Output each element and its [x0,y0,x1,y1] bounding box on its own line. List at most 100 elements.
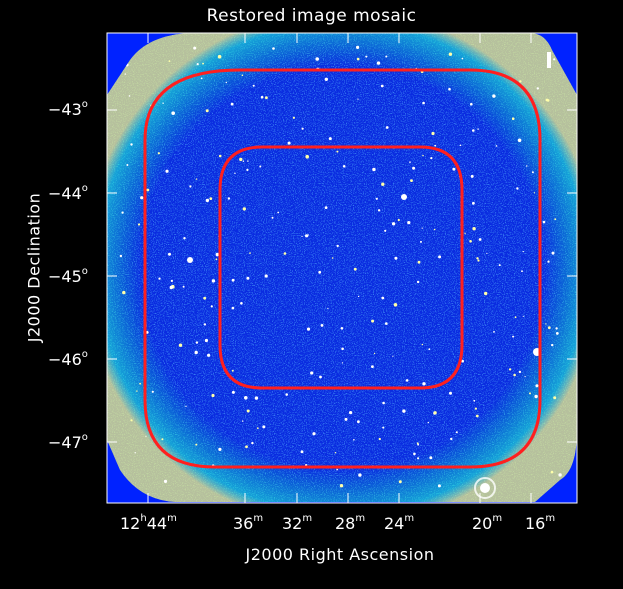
point-source [405,379,409,382]
point-source [452,167,456,171]
x-tick-label: 20m [472,512,503,533]
point-source [376,61,381,65]
x-tick-label: 32m [282,512,313,533]
bright-source [187,257,193,263]
point-source [246,276,250,280]
outer-contour [143,68,542,469]
point-source [513,373,516,377]
point-source [372,167,376,172]
point-source [242,420,244,422]
point-source [421,343,424,346]
point-source [140,196,144,200]
point-source [393,303,398,307]
point-source [371,319,375,323]
point-source [407,221,411,225]
point-source [262,425,266,429]
point-source [341,347,344,351]
point-source [455,431,458,434]
point-source [422,101,425,105]
point-source [533,192,536,194]
point-source [170,279,173,282]
point-source [328,137,332,141]
point-source [522,251,524,253]
point-source [394,256,398,260]
point-source [336,244,339,248]
point-source [312,432,316,436]
point-source [264,274,268,278]
point-source [244,396,248,400]
point-source [553,58,556,61]
point-source [231,369,234,372]
point-source [473,399,476,402]
point-source [336,468,339,471]
point-source [227,197,231,200]
point-source [145,435,147,437]
point-source [342,165,346,168]
point-source [524,376,526,378]
x-tick-label: 28m [335,512,366,533]
y-tick-label: −47o [48,431,88,452]
point-source [239,157,243,162]
point-source [292,116,295,119]
point-source [449,391,452,395]
point-source [327,307,329,309]
point-source [413,452,416,456]
point-source [378,437,381,441]
point-source [126,164,129,166]
point-source [349,411,353,415]
point-source [514,316,517,319]
point-source [202,62,205,65]
point-source [260,95,264,99]
point-source [353,267,357,271]
point-source [158,277,161,280]
point-source [157,152,160,155]
point-source [215,252,219,257]
point-source [356,45,360,50]
point-source [320,324,324,327]
point-source [382,426,385,429]
point-source [134,452,136,454]
point-source [531,171,534,174]
point-source [448,87,451,91]
point-source [384,229,387,232]
point-source [545,98,549,102]
point-source [472,129,475,132]
point-source [375,197,378,200]
point-source [519,80,522,83]
point-source [119,254,123,258]
point-source [397,218,400,222]
bright-source [474,477,496,499]
point-source [339,484,344,488]
point-source [420,240,422,243]
point-source [551,251,555,255]
point-source [165,169,169,173]
point-source [205,198,210,203]
point-source [163,479,168,483]
point-source [271,216,274,219]
point-source [555,327,558,330]
point-source [377,209,381,212]
point-source [385,322,388,325]
point-source [469,240,472,243]
point-source [246,409,250,413]
y-axis-label: J2000 Declination [24,192,44,343]
point-source [516,187,519,190]
point-source [231,390,235,394]
point-source [139,382,142,385]
point-source [427,421,429,424]
point-source [484,291,488,296]
point-source [306,327,311,331]
point-source [121,211,124,214]
point-source [334,452,337,454]
point-source [429,456,433,460]
point-source [438,255,442,259]
point-source [305,234,309,238]
point-source [381,182,385,186]
point-source [526,165,528,167]
point-source [231,278,235,282]
point-source [319,375,322,379]
point-source [130,419,133,422]
point-source [241,74,244,77]
point-source [431,131,435,136]
